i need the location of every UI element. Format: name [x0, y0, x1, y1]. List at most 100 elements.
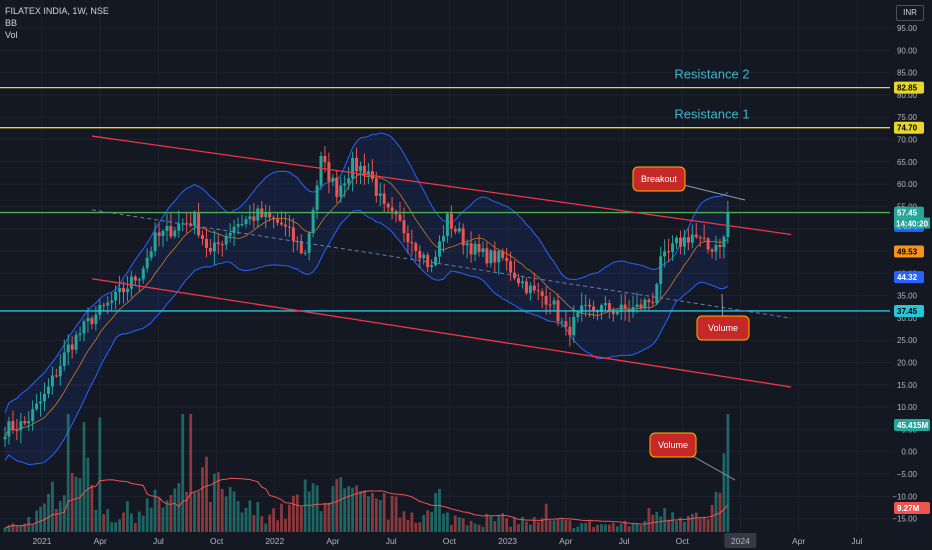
candle-body — [47, 386, 50, 394]
candle-body — [137, 279, 141, 281]
volume-bar — [311, 483, 315, 532]
volume-bar — [576, 526, 580, 532]
candle-body — [528, 285, 532, 294]
volume-bar — [351, 487, 354, 532]
candle-body — [280, 222, 283, 225]
candle-body — [544, 296, 548, 305]
candle-body — [323, 156, 327, 163]
volume-bar — [481, 526, 485, 532]
price-tag-text: 44.32 — [897, 273, 918, 282]
candle-body — [295, 241, 299, 242]
symbol-title[interactable]: FILATEX INDIA, 1W, NSE — [5, 6, 109, 16]
volume-ma — [4, 477, 729, 529]
candle-body — [216, 242, 220, 244]
candle-body — [264, 212, 268, 217]
candle-body — [588, 304, 592, 307]
volume-bar — [521, 517, 524, 532]
volume-bar — [169, 495, 173, 532]
candle-body — [62, 352, 66, 366]
volume-bar — [23, 523, 27, 532]
volume-bar — [560, 519, 564, 532]
volume-bar — [315, 485, 319, 532]
candle-body — [220, 244, 224, 246]
candle-body — [355, 157, 359, 172]
price-axis[interactable]: 95.00 90.00 85.00 80.00 75.00 70.00 65.00 60.00… — [890, 0, 932, 550]
candle-body — [647, 299, 651, 303]
indicator-vol[interactable]: Vol — [5, 30, 18, 40]
volume-bar — [343, 488, 347, 532]
candle-body — [74, 334, 78, 350]
volume-bar — [525, 521, 528, 532]
candle-body — [303, 252, 307, 254]
volume-bar — [647, 507, 651, 532]
volume-bar — [232, 491, 236, 532]
volume-bar — [643, 521, 647, 532]
volume-bar — [339, 477, 343, 532]
price-tick-label: 15.00 — [897, 381, 918, 390]
level-label: Resistance 2 — [674, 67, 749, 82]
volume-bar — [193, 492, 196, 532]
candle-body — [114, 291, 118, 301]
callout-box — [632, 166, 686, 192]
candle-body — [469, 243, 473, 255]
countdown-text: 14:40:20 — [896, 220, 929, 229]
volume-bar — [189, 414, 193, 532]
candle-body — [212, 242, 216, 252]
volume-bar — [536, 521, 540, 532]
candle-body — [252, 216, 256, 221]
candle-body — [548, 304, 552, 306]
volume-bar — [114, 522, 117, 532]
volume-bar — [726, 414, 730, 532]
volume-bar — [201, 467, 204, 532]
volume-bar — [323, 502, 327, 532]
volume-bar — [177, 483, 181, 532]
volume-bar — [489, 515, 493, 532]
volume-tag-text: 9.27M — [897, 504, 920, 513]
volume-bar — [78, 478, 82, 532]
candle-body — [335, 177, 339, 197]
candle-body — [161, 230, 165, 237]
candle-body — [35, 403, 39, 410]
volume-bar — [130, 513, 133, 532]
volume-bar — [548, 520, 552, 532]
bb-fill — [5, 132, 728, 465]
candle-body — [418, 251, 422, 259]
volume-bar — [307, 491, 311, 532]
candle-body — [414, 243, 418, 251]
volume-bar — [157, 498, 161, 532]
time-tick-label: Oct — [210, 536, 224, 546]
candle-body — [643, 299, 647, 309]
volume-bar — [82, 422, 86, 532]
candle-body — [118, 287, 122, 292]
candle-body — [635, 304, 639, 307]
candle-body — [619, 304, 623, 312]
volume-bar — [639, 525, 643, 532]
indicator-bb[interactable]: BB — [5, 18, 18, 28]
candle-body — [631, 307, 635, 312]
volume-bar — [631, 523, 635, 532]
candle-body — [552, 300, 556, 305]
candle-body — [481, 248, 485, 252]
candle-body — [39, 401, 43, 404]
volume-bar — [552, 520, 556, 532]
candle-body — [291, 227, 295, 241]
candle-body — [70, 344, 74, 350]
volume-bar — [284, 518, 287, 532]
time-axis[interactable]: 2021 Apr Jul Oct 2022 Apr Jul Oct 2023 Apr Jul Oct 2… — [0, 532, 890, 550]
price-tag — [894, 81, 924, 94]
currency-button[interactable]: INR — [896, 5, 924, 21]
candle-body — [659, 256, 663, 285]
candle-body — [663, 251, 667, 257]
price-tick-label: 70.00 — [897, 136, 918, 145]
volume-bar — [402, 511, 406, 532]
volume-bar — [43, 503, 46, 532]
candle-body — [248, 216, 252, 220]
candle-body — [78, 333, 82, 335]
candle-body — [177, 223, 181, 231]
volume-bar — [51, 481, 54, 532]
volume-bar — [584, 522, 588, 532]
price-tag — [894, 245, 924, 258]
volume-bar — [220, 488, 224, 532]
candle-body — [426, 254, 430, 267]
